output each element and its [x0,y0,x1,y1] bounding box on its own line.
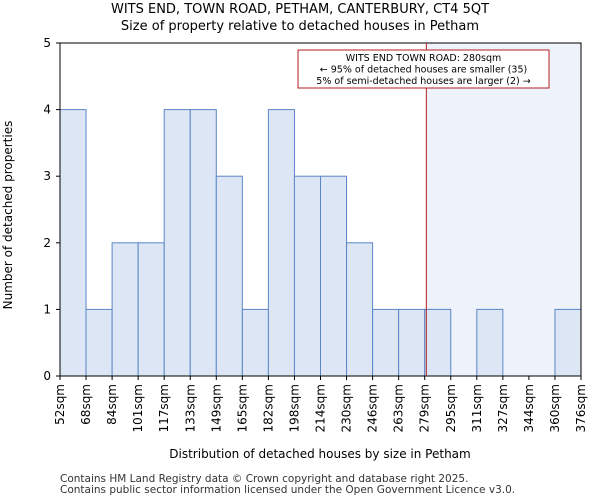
y-tick-label: 2 [43,236,51,250]
x-tick-label: 246sqm [366,384,380,432]
histogram-bar [189,109,217,377]
x-tick-label: 133sqm [183,384,197,432]
histogram-bar [424,308,452,377]
x-tick-label: 360sqm [548,384,562,432]
histogram-bar [554,308,582,377]
x-tick-label: 165sqm [235,384,249,432]
x-tick-label: 214sqm [314,384,328,432]
histogram-bar [346,242,374,377]
chart-subtitle: Size of property relative to detached ho… [120,19,480,34]
footer-licence: Contains public sector information licen… [60,484,516,496]
histogram-bar [85,308,113,377]
x-tick-label: 311sqm [470,384,484,432]
x-tick-label: 182sqm [261,384,275,432]
x-tick-label: 344sqm [522,384,536,432]
footer-copyright: Contains HM Land Registry data © Crown c… [60,473,469,485]
y-tick-label: 3 [43,169,51,183]
annotation-line: 5% of semi-detached houses are larger (2… [316,76,530,87]
y-tick-label: 5 [43,36,51,50]
x-tick-label: 295sqm [444,384,458,432]
x-tick-label: 117sqm [157,384,171,432]
histogram-bar [59,109,87,377]
x-tick-label: 149sqm [209,384,223,432]
histogram-bar [215,175,243,377]
histogram-bar [372,308,400,377]
y-tick-label: 0 [43,369,51,383]
x-tick-label: 84sqm [105,384,119,425]
x-tick-label: 279sqm [418,384,432,432]
x-axis-label: Distribution of detached houses by size … [169,447,470,461]
histogram-bar [137,242,165,377]
annotation-box [297,49,550,89]
histogram-bar [293,175,322,377]
annotation-line: WITS END TOWN ROAD: 280sqm [346,53,502,64]
x-tick-label: 198sqm [287,384,301,432]
histogram-bar [398,308,426,377]
histogram-bar [476,308,504,377]
x-tick-label: 263sqm [392,384,406,432]
y-tick-label: 4 [43,103,51,117]
x-tick-label: 327sqm [496,384,510,432]
x-tick-label: 52sqm [53,384,67,425]
histogram-bar [267,109,295,377]
x-tick-label: 230sqm [340,384,354,432]
chart-title: WITS END, TOWN ROAD, PETHAM, CANTERBURY,… [110,2,490,17]
x-tick-label: 101sqm [131,384,145,432]
annotation-line: ← 95% of detached houses are smaller (35… [320,65,527,76]
histogram-bar [163,109,191,377]
y-tick-label: 1 [43,302,51,316]
histogram-bar [241,308,269,377]
histogram-bar [111,242,139,377]
x-tick-label: 376sqm [574,384,588,432]
y-axis-label: Number of detached properties [1,121,15,310]
histogram-bar [320,175,348,377]
x-tick-label: 68sqm [79,384,93,425]
